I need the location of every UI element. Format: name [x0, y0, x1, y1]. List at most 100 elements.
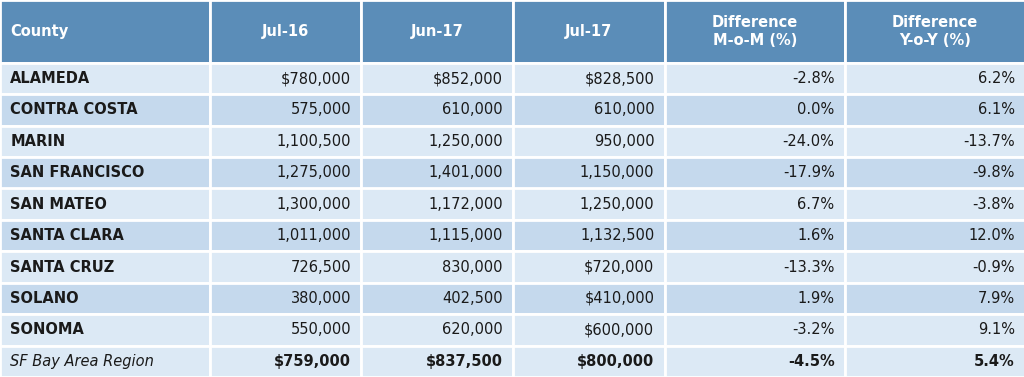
Text: 9.1%: 9.1%	[978, 322, 1015, 337]
Text: 610,000: 610,000	[442, 103, 503, 118]
Text: 1,250,000: 1,250,000	[580, 197, 654, 212]
Text: 1,132,500: 1,132,500	[580, 228, 654, 243]
Text: $780,000: $780,000	[282, 71, 351, 86]
Text: CONTRA COSTA: CONTRA COSTA	[10, 103, 138, 118]
Text: 1,172,000: 1,172,000	[428, 197, 503, 212]
Text: Difference
Y-o-Y (%): Difference Y-o-Y (%)	[892, 15, 978, 48]
Bar	[665, 157, 845, 188]
Bar	[665, 94, 845, 126]
Text: 0.0%: 0.0%	[798, 103, 835, 118]
Text: -2.8%: -2.8%	[792, 71, 835, 86]
Text: -13.3%: -13.3%	[783, 259, 835, 274]
Bar	[361, 94, 513, 126]
Text: 1,250,000: 1,250,000	[428, 134, 503, 149]
Text: SANTA CLARA: SANTA CLARA	[10, 228, 124, 243]
Text: -17.9%: -17.9%	[782, 165, 835, 180]
Text: 12.0%: 12.0%	[969, 228, 1015, 243]
Bar	[845, 283, 1024, 314]
Text: -0.9%: -0.9%	[972, 259, 1015, 274]
Text: -4.5%: -4.5%	[787, 354, 835, 369]
Text: 380,000: 380,000	[291, 291, 351, 306]
Text: Jun-17: Jun-17	[411, 24, 464, 39]
Text: $410,000: $410,000	[585, 291, 654, 306]
Text: 7.9%: 7.9%	[978, 291, 1015, 306]
Bar	[513, 0, 665, 63]
Text: -9.8%: -9.8%	[973, 165, 1015, 180]
Bar	[0, 94, 210, 126]
Bar	[665, 126, 845, 157]
Bar	[361, 314, 513, 346]
Bar	[845, 157, 1024, 188]
Text: 575,000: 575,000	[291, 103, 351, 118]
Bar	[361, 220, 513, 251]
Bar	[210, 283, 361, 314]
Text: 726,500: 726,500	[291, 259, 351, 274]
Bar	[210, 251, 361, 283]
Text: -24.0%: -24.0%	[782, 134, 835, 149]
Bar	[513, 251, 665, 283]
Bar	[361, 126, 513, 157]
Text: SANTA CRUZ: SANTA CRUZ	[10, 259, 115, 274]
Bar	[361, 251, 513, 283]
Bar	[665, 346, 845, 377]
Bar	[0, 157, 210, 188]
Text: 6.1%: 6.1%	[978, 103, 1015, 118]
Bar	[845, 126, 1024, 157]
Bar	[361, 157, 513, 188]
Bar	[513, 63, 665, 94]
Text: 1.6%: 1.6%	[798, 228, 835, 243]
Text: 5.4%: 5.4%	[974, 354, 1015, 369]
Bar	[0, 188, 210, 220]
Text: 620,000: 620,000	[442, 322, 503, 337]
Text: 830,000: 830,000	[442, 259, 503, 274]
Bar	[0, 251, 210, 283]
Bar	[845, 0, 1024, 63]
Bar	[845, 314, 1024, 346]
Text: County: County	[10, 24, 69, 39]
Text: 1,115,000: 1,115,000	[428, 228, 503, 243]
Bar	[361, 0, 513, 63]
Text: 6.7%: 6.7%	[798, 197, 835, 212]
Text: 1,401,000: 1,401,000	[428, 165, 503, 180]
Text: 1,300,000: 1,300,000	[276, 197, 351, 212]
Bar	[0, 63, 210, 94]
Text: 6.2%: 6.2%	[978, 71, 1015, 86]
Bar	[210, 157, 361, 188]
Bar	[513, 346, 665, 377]
Text: -3.2%: -3.2%	[793, 322, 835, 337]
Text: 402,500: 402,500	[442, 291, 503, 306]
Bar	[0, 0, 210, 63]
Bar	[361, 283, 513, 314]
Bar	[665, 283, 845, 314]
Bar	[513, 188, 665, 220]
Bar	[513, 220, 665, 251]
Bar	[845, 94, 1024, 126]
Bar	[513, 283, 665, 314]
Bar	[210, 0, 361, 63]
Bar	[0, 126, 210, 157]
Bar	[845, 188, 1024, 220]
Bar	[361, 346, 513, 377]
Bar	[210, 346, 361, 377]
Bar	[845, 63, 1024, 94]
Text: 1,100,500: 1,100,500	[276, 134, 351, 149]
Text: 950,000: 950,000	[594, 134, 654, 149]
Bar	[665, 63, 845, 94]
Text: 1.9%: 1.9%	[798, 291, 835, 306]
Bar	[210, 126, 361, 157]
Text: $800,000: $800,000	[578, 354, 654, 369]
Bar	[665, 188, 845, 220]
Text: -13.7%: -13.7%	[964, 134, 1015, 149]
Bar	[513, 314, 665, 346]
Text: 610,000: 610,000	[594, 103, 654, 118]
Text: $828,500: $828,500	[585, 71, 654, 86]
Text: MARIN: MARIN	[10, 134, 66, 149]
Text: 550,000: 550,000	[291, 322, 351, 337]
Text: $720,000: $720,000	[584, 259, 654, 274]
Bar	[210, 63, 361, 94]
Text: -3.8%: -3.8%	[973, 197, 1015, 212]
Bar	[513, 157, 665, 188]
Bar	[210, 94, 361, 126]
Text: SONOMA: SONOMA	[10, 322, 84, 337]
Bar	[0, 346, 210, 377]
